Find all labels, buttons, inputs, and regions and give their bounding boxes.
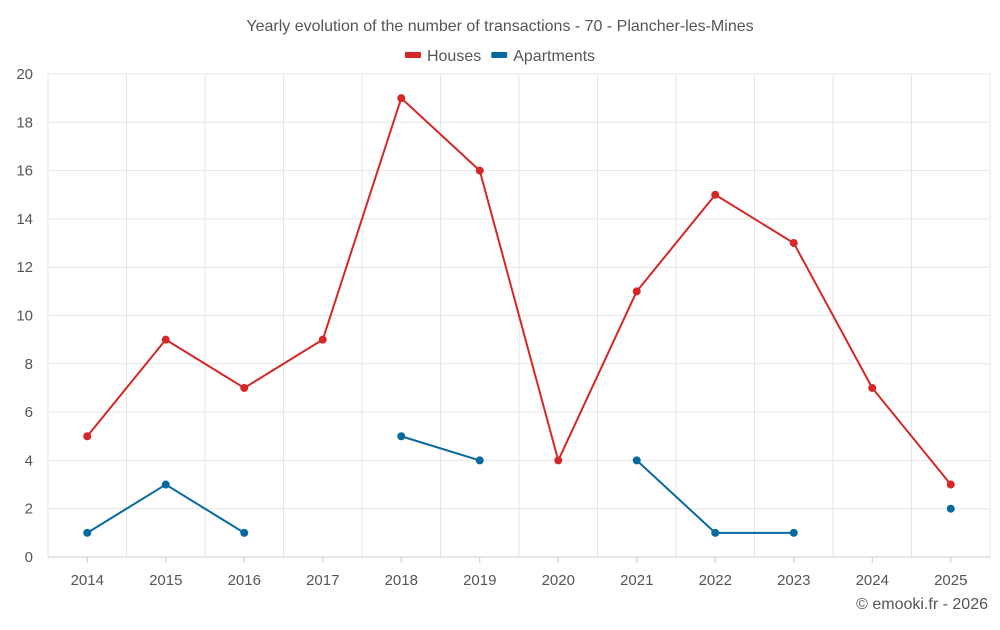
data-point-apartments[interactable] [161, 480, 170, 489]
grid [47, 73, 991, 557]
y-tick-label: 20 [16, 66, 33, 83]
x-tick-label: 2015 [149, 572, 182, 589]
x-tick-label: 2018 [385, 572, 418, 589]
y-tick-label: 8 [25, 356, 33, 373]
data-point-apartments[interactable] [240, 528, 249, 537]
x-tick-label: 2019 [463, 572, 496, 589]
data-point-houses[interactable] [554, 456, 563, 465]
y-tick-label: 16 [16, 163, 33, 180]
data-point-houses[interactable] [475, 166, 484, 175]
x-tick-label: 2024 [856, 572, 889, 589]
data-point-apartments[interactable] [946, 504, 955, 513]
data-point-houses[interactable] [632, 287, 641, 296]
data-point-houses[interactable] [161, 335, 170, 344]
legend-item-houses[interactable]: Houses [404, 48, 481, 65]
x-tick-label: 2017 [306, 572, 339, 589]
y-tick-label: 2 [25, 501, 33, 518]
x-tick-label: 2021 [620, 572, 653, 589]
data-point-houses[interactable] [789, 239, 798, 248]
series-layer [83, 94, 955, 537]
series-line-houses [86, 97, 952, 486]
series-line-apartments [635, 459, 795, 534]
data-point-houses[interactable] [711, 190, 720, 199]
data-point-apartments[interactable] [475, 456, 484, 465]
data-point-houses[interactable] [868, 383, 877, 392]
legend-label: Houses [427, 48, 481, 65]
data-point-houses[interactable] [397, 94, 406, 103]
legend-label: Apartments [513, 48, 595, 65]
axes: 0 2 4 6 8 10 12 14 16 18 20 2014 2015 2016 2017 2018 201… [16, 66, 990, 589]
x-tick-label: 2025 [934, 572, 967, 589]
legend-swatch [491, 52, 508, 58]
data-point-houses[interactable] [946, 480, 955, 489]
data-point-apartments[interactable] [711, 528, 720, 537]
y-tick-label: 0 [25, 549, 33, 566]
y-tick-label: 6 [25, 404, 33, 421]
x-tick-label: 2014 [71, 572, 104, 589]
data-point-apartments[interactable] [397, 432, 406, 441]
legend: Houses Apartments [404, 48, 595, 65]
x-tick-label: 2020 [542, 572, 575, 589]
y-tick-label: 10 [16, 308, 33, 325]
y-tick-label: 18 [16, 114, 33, 131]
y-tick-label: 12 [16, 259, 33, 276]
series-line-apartments [400, 435, 481, 462]
x-tick-label: 2016 [228, 572, 261, 589]
x-tick-label: 2023 [777, 572, 810, 589]
legend-swatch [404, 52, 421, 58]
data-point-apartments[interactable] [632, 456, 641, 465]
y-tick-label: 4 [25, 452, 33, 469]
data-point-apartments[interactable] [83, 528, 92, 537]
series-houses [83, 94, 955, 489]
data-point-houses[interactable] [318, 335, 327, 344]
legend-item-apartments[interactable]: Apartments [491, 48, 595, 65]
data-point-houses[interactable] [240, 383, 249, 392]
x-tick-label: 2022 [699, 572, 732, 589]
credit-text: © emooki.fr - 2026 [856, 596, 988, 613]
chart-title: Yearly evolution of the number of transa… [246, 18, 753, 35]
series-apartments [83, 432, 955, 537]
data-point-houses[interactable] [83, 432, 92, 441]
data-point-apartments[interactable] [789, 528, 798, 537]
y-tick-label: 14 [16, 211, 33, 228]
